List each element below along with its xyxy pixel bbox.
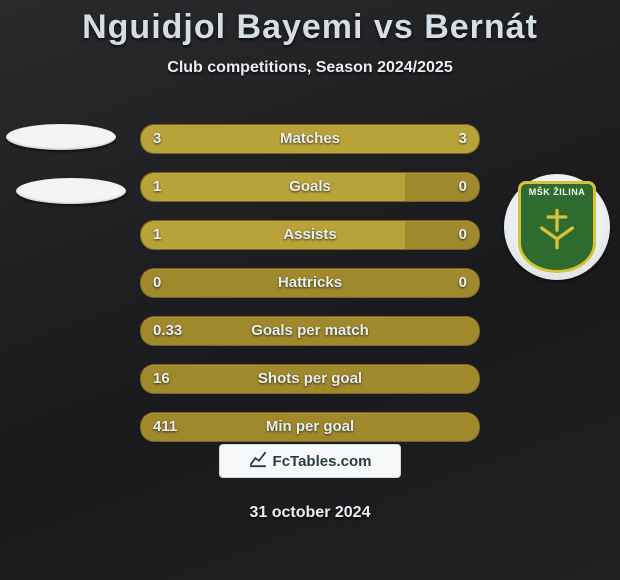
stat-value-right: 0 [459, 269, 467, 297]
stat-label: Assists [141, 221, 479, 249]
club-name-arc: MŠK ŽILINA [521, 187, 593, 197]
stat-label: Goals [141, 173, 479, 201]
stat-label: Matches [141, 125, 479, 153]
stat-rows: 3Matches31Goals01Assists00Hattricks00.33… [140, 124, 480, 460]
player1-badge-placeholder-1 [6, 124, 116, 150]
stat-row-hattricks: 0Hattricks0 [140, 268, 480, 298]
club-crest-icon [521, 206, 593, 255]
footer-brand-text: FcTables.com [273, 453, 372, 470]
stat-value-right: 0 [459, 173, 467, 201]
stat-row-mpg: 411Min per goal [140, 412, 480, 442]
stat-value-right: 0 [459, 221, 467, 249]
player2-club-badge: MŠK ŽILINA [504, 174, 610, 280]
subtitle: Club competitions, Season 2024/2025 [0, 59, 620, 77]
stat-row-matches: 3Matches3 [140, 124, 480, 154]
stat-value-right: 3 [459, 125, 467, 153]
stat-row-goals: 1Goals0 [140, 172, 480, 202]
player1-badge-placeholder-2 [16, 178, 126, 204]
stat-label: Shots per goal [141, 365, 479, 393]
footer-date: 31 october 2024 [0, 504, 620, 522]
stat-row-assists: 1Assists0 [140, 220, 480, 250]
stat-label: Goals per match [141, 317, 479, 345]
stat-label: Hattricks [141, 269, 479, 297]
chart-icon [249, 450, 267, 472]
stat-row-gpm: 0.33Goals per match [140, 316, 480, 346]
stat-label: Min per goal [141, 413, 479, 441]
footer-brand-badge: FcTables.com [219, 444, 401, 478]
stat-row-spg: 16Shots per goal [140, 364, 480, 394]
page-title: Nguidjol Bayemi vs Bernát [0, 0, 620, 47]
